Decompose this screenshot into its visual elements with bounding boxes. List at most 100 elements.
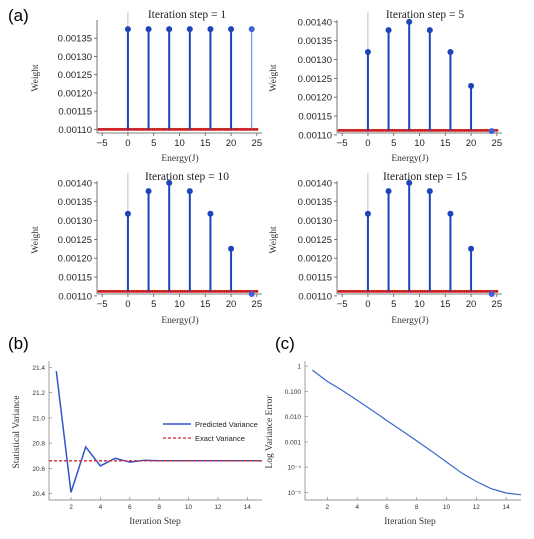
legend: Predicted Variance Exact Variance	[163, 420, 258, 443]
reference-dot	[199, 289, 203, 293]
reference-dot	[397, 289, 401, 293]
reference-dot	[169, 127, 173, 131]
reference-dot	[495, 128, 499, 132]
reference-dot	[455, 289, 459, 293]
y-tick-label: 10⁻⁵	[288, 490, 302, 497]
reference-dot	[153, 127, 157, 131]
reference-dot	[441, 128, 445, 132]
stem-marker	[426, 27, 433, 34]
reference-dot	[377, 289, 381, 293]
reference-dot	[404, 128, 408, 132]
reference-dot	[435, 128, 439, 132]
x-tick-label: −5	[337, 299, 348, 310]
reference-dot	[395, 128, 399, 132]
y-tick-label: 21.0	[32, 415, 45, 422]
reference-dot	[465, 289, 469, 293]
reference-dot	[358, 289, 362, 293]
y-tick-label: 0.010	[285, 414, 302, 421]
reference-dot	[211, 127, 215, 131]
reference-dot	[255, 289, 259, 293]
x-tick-label: 20	[226, 299, 237, 310]
reference-dot	[379, 289, 383, 293]
reference-dot	[197, 127, 201, 131]
x-axis-label: Iteration Step	[129, 517, 181, 527]
x-tick-label: 4	[99, 504, 103, 511]
y-tick-label: 0.00120	[58, 254, 92, 265]
stem-marker	[364, 49, 371, 56]
reference-dot	[190, 127, 194, 131]
reference-dot	[195, 289, 199, 293]
reference-dot	[174, 127, 178, 131]
reference-dot	[97, 127, 101, 131]
reference-dot	[153, 289, 157, 293]
stem-marker	[207, 26, 214, 33]
x-tick-label: 8	[415, 504, 419, 511]
x-tick-label: 20	[466, 138, 477, 149]
stem-marker	[447, 210, 454, 217]
y-tick-label: 0.00140	[298, 178, 332, 189]
reference-dot	[344, 128, 348, 132]
reference-dot	[358, 128, 362, 132]
reference-dot	[353, 128, 357, 132]
variance-plot: 2 4 6 8 10 12 14 20.4 20.6 20.8 21.0 21.2 21.4 Iterat…	[12, 361, 262, 527]
reference-dot	[418, 128, 422, 132]
reference-dot	[171, 289, 175, 293]
x-tick-label: 5	[391, 299, 396, 310]
panel-label-a: (a)	[8, 6, 29, 25]
reference-dot	[192, 127, 196, 131]
x-tick-label: 2	[326, 504, 330, 511]
reference-dot	[134, 127, 138, 131]
reference-dot	[483, 289, 487, 293]
y-tick-label: 0.00110	[58, 291, 92, 302]
reference-dot	[479, 289, 483, 293]
plot-title: Iteration step = 10	[145, 171, 229, 183]
reference-dot	[120, 127, 124, 131]
y-tick-label: 0.00110	[298, 130, 332, 141]
reference-dot	[206, 127, 210, 131]
reference-dot	[472, 128, 476, 132]
reference-dot	[109, 289, 113, 293]
stem-marker	[248, 26, 255, 33]
stem-marker	[248, 291, 255, 297]
reference-dot	[416, 128, 420, 132]
reference-dot	[236, 289, 240, 293]
x-tick-label: 4	[355, 504, 359, 511]
reference-dot	[141, 289, 145, 293]
reference-dot	[120, 289, 124, 293]
reference-dot	[106, 289, 110, 293]
reference-dot	[400, 128, 404, 132]
reference-dot	[118, 289, 122, 293]
y-tick-label: 0.00120	[298, 254, 332, 265]
reference-dot	[349, 128, 353, 132]
reference-dot	[432, 128, 436, 132]
reference-dot	[467, 289, 471, 293]
reference-dot	[155, 127, 159, 131]
reference-dot	[141, 127, 145, 131]
y-tick-label: 0.00140	[58, 178, 92, 189]
reference-dot	[213, 289, 217, 293]
reference-dot	[404, 289, 408, 293]
reference-dot	[111, 289, 115, 293]
x-tick-label: 15	[200, 138, 211, 149]
reference-dot	[339, 289, 343, 293]
reference-dot	[178, 289, 182, 293]
reference-dot	[220, 289, 224, 293]
reference-dot	[104, 289, 108, 293]
stem-marker	[228, 245, 235, 252]
plot-title: Iteration step = 1	[148, 9, 227, 21]
reference-dot	[377, 128, 381, 132]
reference-dot	[435, 289, 439, 293]
stem-marker	[207, 210, 214, 217]
stem-marker	[488, 128, 495, 135]
x-tick-label: 10	[414, 299, 425, 310]
reference-dot	[360, 289, 364, 293]
reference-dot	[137, 127, 141, 131]
reference-dot	[446, 289, 450, 293]
reference-dot	[118, 127, 122, 131]
y-tick-label: 20.8	[32, 441, 45, 448]
reference-dot	[102, 127, 106, 131]
reference-dot	[234, 289, 238, 293]
reference-dot	[213, 127, 217, 131]
y-tick-label: 0.00120	[298, 93, 332, 104]
reference-dot	[374, 289, 378, 293]
